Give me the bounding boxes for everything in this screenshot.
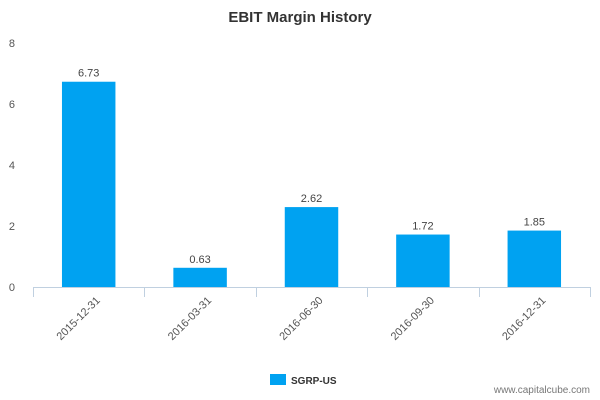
x-tick-label: 2016-06-30 xyxy=(277,295,325,343)
data-label: 0.63 xyxy=(189,254,210,266)
legend: SGRP-US xyxy=(270,374,337,387)
data-label: 1.85 xyxy=(524,217,545,229)
bar xyxy=(61,81,116,287)
y-tick-label: 0 xyxy=(9,282,15,294)
data-label: 1.72 xyxy=(412,221,433,233)
x-tick-label: 2016-09-30 xyxy=(389,295,437,343)
bars xyxy=(61,81,562,287)
x-tick-label: 2016-12-31 xyxy=(500,295,548,343)
y-tick-label: 6 xyxy=(9,99,15,111)
x-tick-label: 2016-03-31 xyxy=(166,295,214,343)
data-label: 2.62 xyxy=(301,193,322,205)
bar xyxy=(173,267,227,287)
y-tick-label: 8 xyxy=(9,38,15,50)
legend-swatch-sgrp-us xyxy=(270,374,286,385)
x-axis: 2015-12-31 2016-03-31 2016-06-30 2016-09-30… xyxy=(33,287,591,343)
y-tick-label: 2 xyxy=(9,221,15,233)
data-label: 6.73 xyxy=(78,68,99,80)
bar xyxy=(396,234,450,287)
data-labels: 6.73 0.63 2.62 1.72 1.85 xyxy=(78,68,545,266)
bar xyxy=(284,207,339,287)
bar xyxy=(507,230,562,287)
y-axis: 0 2 4 6 8 xyxy=(9,38,15,294)
legend-label-sgrp-us: SGRP-US xyxy=(291,376,337,387)
y-tick-label: 4 xyxy=(9,160,15,172)
chart-title: EBIT Margin History xyxy=(228,9,372,26)
watermark-text: www.capitalcube.com xyxy=(493,385,590,396)
x-tick-label: 2015-12-31 xyxy=(55,295,103,343)
